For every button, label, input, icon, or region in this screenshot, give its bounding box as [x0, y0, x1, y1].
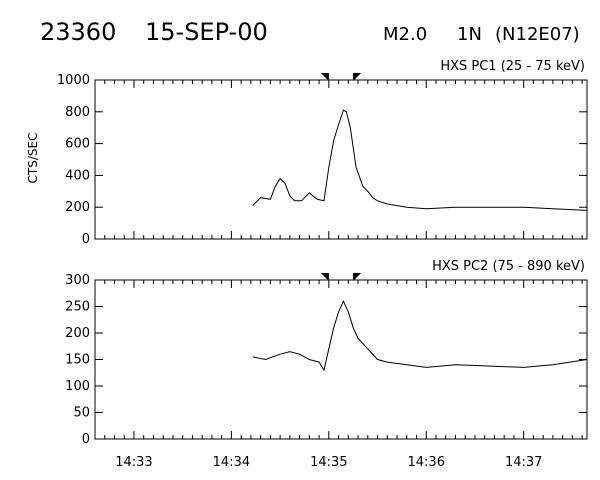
- pc1-series-line: [252, 109, 588, 211]
- pc2-title: HXS PC2 (75 - 890 keV): [432, 259, 585, 274]
- event-number: 23360: [40, 18, 116, 46]
- y-tick-label: 250: [65, 300, 90, 315]
- y-tick-label: 200: [65, 326, 90, 341]
- event-date: 15-SEP-00: [145, 18, 268, 46]
- pc1-plot-frame: [94, 79, 588, 240]
- x-tick-label: 14:34: [213, 455, 250, 470]
- y-tick-label: 400: [65, 168, 90, 183]
- y-tick-label: 800: [65, 105, 90, 120]
- pc2-series-line: [252, 299, 588, 372]
- interval-end-marker: [353, 273, 362, 281]
- y-tick-label: 100: [65, 379, 90, 394]
- pc2-plot-frame: [94, 279, 588, 440]
- y-tick-label: 150: [65, 353, 90, 368]
- y-tick-label: 0: [82, 432, 90, 447]
- interval-end-marker: [353, 73, 362, 81]
- x-tick-label: 14:35: [310, 455, 347, 470]
- flare-location: (N12E07): [495, 24, 580, 45]
- optical-class: 1N: [457, 24, 482, 45]
- y-tick-label: 600: [65, 137, 90, 152]
- y-tick-label: 300: [65, 273, 90, 288]
- y-axis-label: CTS/SEC: [26, 133, 40, 184]
- pc1-title: HXS PC1 (25 - 75 keV): [440, 59, 585, 74]
- x-tick-label: 14:36: [408, 455, 445, 470]
- x-tick-label: 14:37: [505, 455, 542, 470]
- y-tick-label: 1000: [57, 73, 90, 88]
- pc1-panel: HXS PC1 (25 - 75 keV) CTS/SEC 0 200 400 600…: [26, 59, 588, 247]
- pc2-panel: HXS PC2 (75 - 890 keV) 0 50 100 150 200 250 30…: [65, 259, 588, 470]
- interval-start-marker: [320, 73, 329, 81]
- goes-class: M2.0: [383, 24, 427, 45]
- y-tick-label: 50: [73, 406, 90, 421]
- interval-start-marker: [320, 273, 329, 281]
- x-tick-label: 14:33: [115, 455, 152, 470]
- y-tick-label: 200: [65, 200, 90, 215]
- y-tick-label: 0: [82, 232, 90, 247]
